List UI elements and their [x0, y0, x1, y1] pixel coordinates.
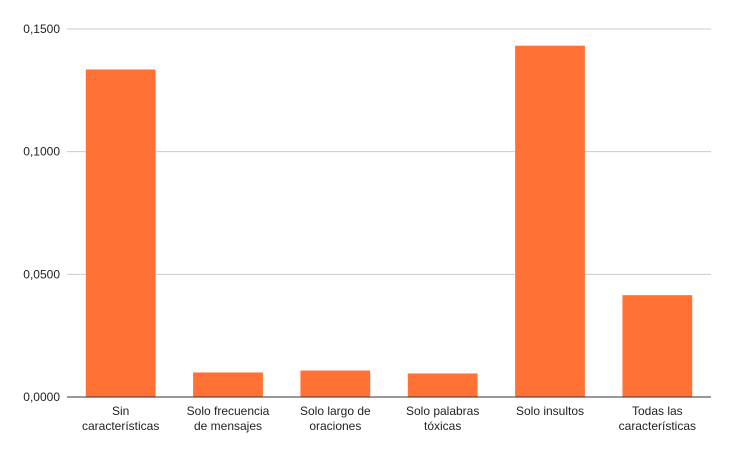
x-category-label: Solo insultos — [516, 404, 584, 418]
y-tick-label: 0,1500 — [23, 22, 60, 36]
bar — [193, 372, 263, 397]
x-category-label: Todas las características — [619, 404, 696, 433]
bar — [515, 45, 585, 397]
x-category-label-line: características — [82, 419, 159, 433]
x-category-label: Solo frecuencia de mensajes — [187, 404, 270, 433]
x-category-label-line: Solo insultos — [516, 404, 584, 418]
bar — [407, 373, 478, 397]
x-category-label-line: Solo palabras — [406, 404, 479, 418]
bar — [300, 370, 371, 397]
y-axis-tick-labels: 0,0000 0,0500 0,1000 0,1500 — [23, 22, 60, 404]
x-category-label-line: Todas las — [632, 404, 683, 418]
y-tick-label: 0,0500 — [23, 267, 60, 281]
gridlines — [67, 28, 711, 275]
x-category-label-line: Solo frecuencia — [187, 404, 270, 418]
x-category-label-line: Solo largo de — [300, 404, 371, 418]
bars — [85, 45, 693, 397]
x-category-label: Solo largo de oraciones — [300, 404, 371, 433]
x-category-label: Solo palabras tóxicas — [406, 404, 479, 433]
bar — [85, 69, 156, 397]
y-tick-label: 0,1000 — [23, 145, 60, 159]
x-category-label-line: Sin — [112, 404, 129, 418]
y-tick-label: 0,0000 — [23, 390, 60, 404]
x-category-label-line: oraciones — [309, 419, 361, 433]
bar — [622, 295, 693, 397]
x-category-label-line: de mensajes — [194, 419, 262, 433]
x-category-label-line: características — [619, 419, 696, 433]
x-category-label: Sin características — [82, 404, 159, 433]
x-category-label-line: tóxicas — [424, 419, 461, 433]
